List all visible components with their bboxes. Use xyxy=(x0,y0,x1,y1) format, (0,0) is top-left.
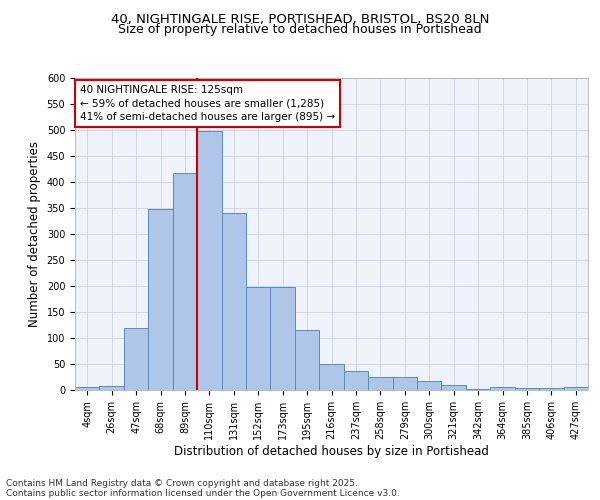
Bar xyxy=(442,385,466,390)
Text: Size of property relative to detached houses in Portishead: Size of property relative to detached ho… xyxy=(118,22,482,36)
Bar xyxy=(392,377,417,390)
Bar xyxy=(148,209,173,390)
Bar xyxy=(100,386,124,390)
Bar xyxy=(466,389,490,390)
Bar xyxy=(246,288,271,390)
Y-axis label: Number of detached properties: Number of detached properties xyxy=(28,141,41,327)
Bar xyxy=(344,370,368,390)
Bar xyxy=(124,328,148,390)
Bar xyxy=(197,131,221,390)
Text: Contains HM Land Registry data © Crown copyright and database right 2025.: Contains HM Land Registry data © Crown c… xyxy=(6,478,358,488)
Text: Contains public sector information licensed under the Open Government Licence v3: Contains public sector information licen… xyxy=(6,488,400,498)
Bar xyxy=(417,380,442,390)
Bar xyxy=(563,388,588,390)
Bar xyxy=(539,388,563,390)
Bar xyxy=(490,388,515,390)
Text: 40 NIGHTINGALE RISE: 125sqm
← 59% of detached houses are smaller (1,285)
41% of : 40 NIGHTINGALE RISE: 125sqm ← 59% of det… xyxy=(80,86,335,122)
Bar xyxy=(173,173,197,390)
Bar xyxy=(319,364,344,390)
Bar xyxy=(295,330,319,390)
Bar xyxy=(271,288,295,390)
Bar xyxy=(368,377,392,390)
Bar xyxy=(75,388,100,390)
Bar xyxy=(221,213,246,390)
X-axis label: Distribution of detached houses by size in Portishead: Distribution of detached houses by size … xyxy=(174,444,489,458)
Bar xyxy=(515,388,539,390)
Text: 40, NIGHTINGALE RISE, PORTISHEAD, BRISTOL, BS20 8LN: 40, NIGHTINGALE RISE, PORTISHEAD, BRISTO… xyxy=(111,12,489,26)
